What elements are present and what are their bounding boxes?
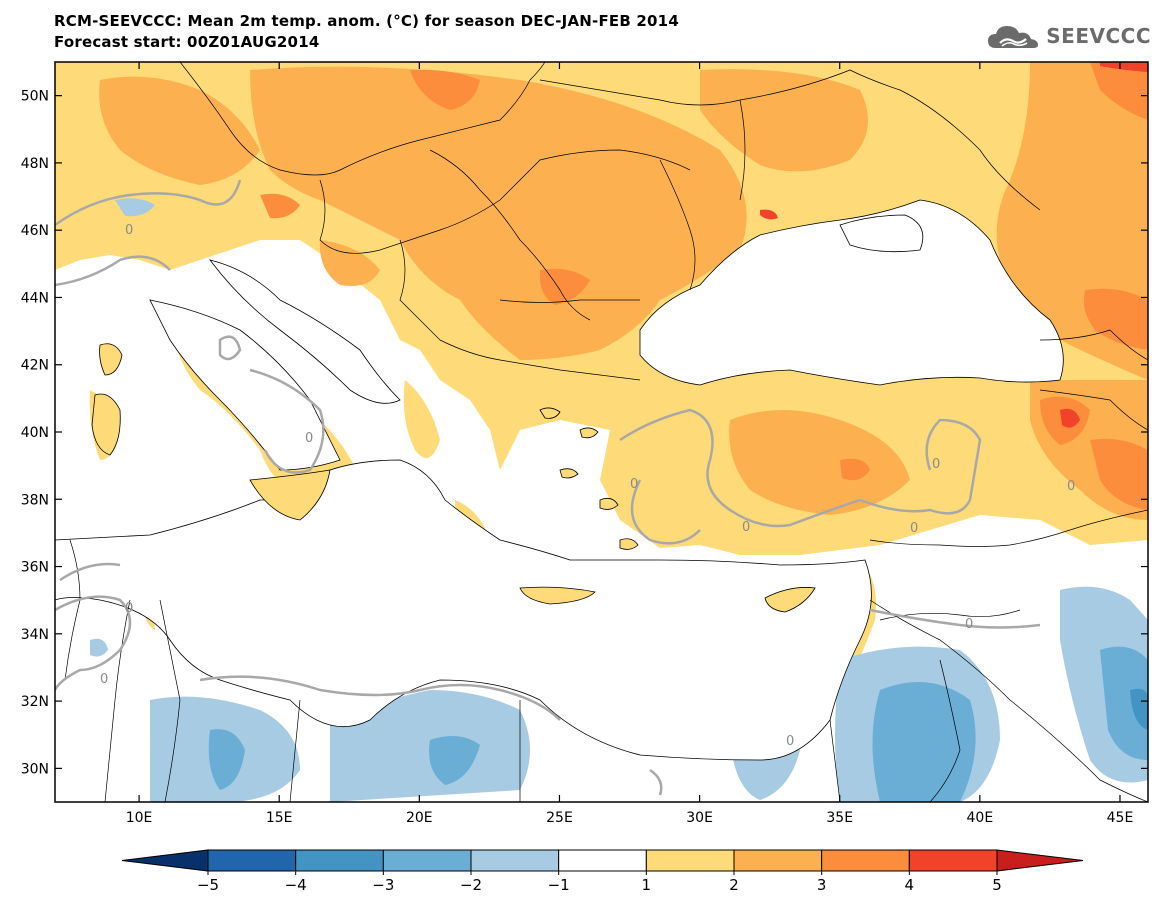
logo-text: SEEVCCC <box>1046 24 1151 48</box>
colorbar-low-arrow <box>121 849 209 872</box>
colorbar-label: −4 <box>285 876 307 894</box>
lon-tick-label: 45E <box>1107 810 1134 826</box>
zero-contour-label: 0 <box>742 520 750 535</box>
colorbar-segment <box>470 849 560 872</box>
cloud-logo-icon <box>988 26 1039 48</box>
zero-contour-label: 0 <box>786 734 794 749</box>
zero-contour-label: 0 <box>125 223 133 238</box>
colorbar-segment <box>733 849 823 872</box>
lat-tick-label: 46N <box>21 223 49 239</box>
colorbar-label: 2 <box>729 876 739 894</box>
lon-tick-label: 30E <box>686 810 713 826</box>
anomaly-shading-neg-2-3 <box>208 646 1148 802</box>
colorbar-label: −5 <box>197 876 219 894</box>
lat-tick-label: 32N <box>21 694 49 710</box>
zero-contour-labels: 0 0 0 0 0 0 0 0 0 0 0 <box>100 223 1075 749</box>
colorbar-segment <box>821 849 910 872</box>
colorbar-segment <box>207 849 297 872</box>
lon-tick-label: 20E <box>406 810 433 826</box>
colorbar-segment <box>295 849 384 872</box>
colorbar-segment <box>908 849 998 872</box>
colorbar-label: −2 <box>460 876 482 894</box>
colorbar-label: −3 <box>372 876 394 894</box>
lon-tick-label: 10E <box>126 810 153 826</box>
zero-contour-label: 0 <box>965 617 973 632</box>
zero-contour-label: 0 <box>305 431 313 446</box>
anomaly-shading-neg-3-4 <box>1130 688 1148 730</box>
zero-contours <box>55 179 1041 796</box>
zero-contour-label: 0 <box>630 477 638 492</box>
zero-contour-label: 0 <box>932 457 940 472</box>
lat-tick-label: 50N <box>21 89 49 105</box>
lat-tick-label: 48N <box>21 156 49 172</box>
lat-tick-label: 30N <box>21 761 49 777</box>
colorbar-label: 3 <box>817 876 827 894</box>
colorbar-label: 5 <box>992 876 1002 894</box>
lat-tick-label: 44N <box>21 290 49 306</box>
zero-contour-label: 0 <box>100 672 108 687</box>
colorbar-high-arrow <box>996 849 1084 872</box>
colorbar-segment <box>382 849 472 872</box>
zero-contour-label: 0 <box>125 601 133 616</box>
lon-tick-label: 35E <box>826 810 853 826</box>
lat-tick-label: 34N <box>21 627 49 643</box>
colorbar-label: −1 <box>548 876 570 894</box>
zero-contour-label: 0 <box>1067 479 1075 494</box>
islands <box>91 343 816 613</box>
colorbar-label: 4 <box>905 876 915 894</box>
colorbar-segment <box>645 849 735 872</box>
seevccc-logo: SEEVCCC <box>986 20 1151 52</box>
forecast-start-label: Forecast start: 00Z01AUG2014 <box>54 33 320 51</box>
axis-ticks: 10E 15E 20E 25E 30E 35E 40E 45E 30N 32N 34N 36N 38N 4… <box>21 62 1148 826</box>
black-sea <box>639 199 1064 386</box>
lat-tick-label: 40N <box>21 425 49 441</box>
lon-tick-label: 25E <box>546 810 573 826</box>
mediterranean-sea <box>55 259 872 761</box>
lon-tick-label: 40E <box>967 810 994 826</box>
lat-tick-label: 36N <box>21 560 49 576</box>
zero-contour-label: 0 <box>910 521 918 536</box>
map-plot-area: 0 0 0 0 0 0 0 0 0 0 0 <box>55 62 1148 802</box>
colorbar-segment <box>558 849 647 872</box>
map-title: RCM-SEEVCCC: Mean 2m temp. anom. (°C) fo… <box>54 12 679 30</box>
lon-tick-label: 15E <box>266 810 293 826</box>
lat-tick-label: 42N <box>21 358 49 374</box>
colorbar-label: 1 <box>642 876 652 894</box>
colorbar: −5 −4 −3 −2 −1 1 2 3 4 5 <box>121 849 1084 894</box>
lat-tick-label: 38N <box>21 492 49 508</box>
